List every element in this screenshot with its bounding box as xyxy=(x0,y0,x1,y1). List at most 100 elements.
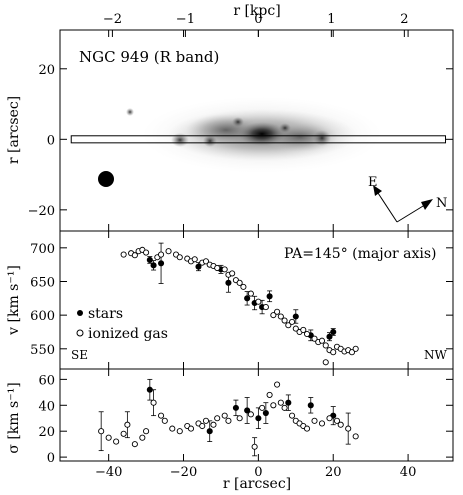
gas-point xyxy=(281,404,288,411)
gas-point xyxy=(274,381,281,388)
gas-point xyxy=(236,415,243,422)
slit-rectangle xyxy=(70,135,447,144)
gas-point xyxy=(274,308,281,315)
gas-point xyxy=(277,399,284,406)
gas-point xyxy=(176,254,183,261)
star-point xyxy=(150,262,157,269)
velocity-ylabel: v [km s⁻¹] xyxy=(6,265,22,336)
gas-point xyxy=(322,342,329,349)
top-axis-label: r [kpc] xyxy=(233,3,280,19)
legend-stars-marker xyxy=(77,310,83,316)
image-y-ticks: 20 0 −20 xyxy=(28,63,453,219)
top-axis-tick-label: −1 xyxy=(176,12,195,27)
gas-point xyxy=(161,417,168,424)
gas-point xyxy=(345,425,352,432)
gas-point xyxy=(292,325,299,332)
gas-point xyxy=(352,433,359,440)
gas-point xyxy=(247,290,254,297)
gas-point xyxy=(270,402,277,409)
gas-point xyxy=(318,420,326,427)
galaxy-image-panel: NGC 949 (R band) r [arcsec] 20 0 −20 E N xyxy=(6,48,453,223)
star-point xyxy=(232,404,239,411)
x-tick-label: 20 xyxy=(325,465,342,480)
gas-point xyxy=(113,438,120,445)
y-tick-label: 60 xyxy=(38,373,55,388)
gas-point xyxy=(124,421,131,428)
x-tick-label: −20 xyxy=(170,465,197,480)
gas-point xyxy=(247,411,254,418)
dispersion-panel: σ [km s⁻¹] 60 40 20 0 xyxy=(6,373,453,466)
legend-gas-marker xyxy=(76,329,84,337)
gas-point xyxy=(214,415,221,422)
star-point xyxy=(158,260,165,267)
gas-point xyxy=(176,428,183,435)
y-tick-label: 0 xyxy=(47,451,55,466)
gas-point xyxy=(348,349,355,356)
dispersion-y-ticks: 60 40 20 0 xyxy=(38,373,453,466)
top-axis-ticks: −2 −1 0 1 2 xyxy=(103,12,408,37)
image-y-tick-label: 0 xyxy=(47,133,55,148)
y-tick-label: 650 xyxy=(30,275,55,290)
gas-point xyxy=(225,417,232,424)
gas-point xyxy=(131,252,138,259)
y-tick-label: 600 xyxy=(30,309,55,324)
gas-point xyxy=(322,359,329,366)
gas-point xyxy=(210,421,217,428)
star-point xyxy=(326,333,333,340)
gas-point xyxy=(330,349,337,356)
gas-point xyxy=(266,391,273,398)
top-axis-tick-label: 2 xyxy=(400,12,408,27)
legend-gas-label: ionized gas xyxy=(88,326,168,342)
gas-point xyxy=(158,251,165,258)
velocity-annotation: PA=145° (major axis) xyxy=(284,246,437,262)
gas-point xyxy=(352,345,359,352)
y-tick-label: 550 xyxy=(30,343,55,358)
x-tick-label: 0 xyxy=(254,465,262,480)
image-title: NGC 949 (R band) xyxy=(79,48,219,66)
x-tick-label: 40 xyxy=(400,465,417,480)
gas-point xyxy=(165,248,172,255)
top-axis-tick-label: 1 xyxy=(327,12,335,27)
gas-point xyxy=(326,415,333,422)
gas-point xyxy=(221,266,228,273)
gas-point xyxy=(120,251,127,258)
gas-point xyxy=(150,399,157,406)
gas-point xyxy=(202,258,210,265)
velocity-marks xyxy=(120,242,359,366)
velocity-legend: stars ionized gas xyxy=(76,306,168,342)
image-y-tick-label: −20 xyxy=(28,204,55,219)
gas-point xyxy=(131,441,138,448)
gas-point xyxy=(143,249,150,256)
gas-point xyxy=(98,428,105,435)
gas-point xyxy=(120,430,127,437)
gas-point xyxy=(105,434,112,441)
star-point xyxy=(244,407,251,414)
gas-point xyxy=(281,317,288,324)
gas-point xyxy=(202,417,210,424)
corner-label-se: SE xyxy=(71,348,88,362)
gas-point xyxy=(221,412,228,419)
y-tick-label: 40 xyxy=(38,399,55,414)
gas-point xyxy=(270,312,277,319)
compass-east-label: E xyxy=(368,175,378,190)
galaxy-image xyxy=(98,97,382,187)
star-point xyxy=(330,328,337,336)
top-axis-tick-label: 0 xyxy=(254,12,262,27)
gas-point xyxy=(229,270,236,277)
gas-point xyxy=(236,279,243,286)
gas-point xyxy=(311,417,318,424)
gas-point xyxy=(259,404,266,411)
star-point xyxy=(285,399,292,406)
bottom-axis-ticks: −40 −20 0 20 40 xyxy=(95,30,416,480)
gas-point xyxy=(240,283,247,290)
corner-label-nw: NW xyxy=(424,348,448,362)
y-tick-label: 700 xyxy=(30,242,55,257)
velocity-panel: PA=145° (major axis) v [km s⁻¹] SE NW st… xyxy=(6,242,453,366)
star-point xyxy=(266,293,273,300)
star-point xyxy=(255,415,262,422)
star-point xyxy=(225,279,232,286)
velocity-y-ticks: 700 650 600 550 xyxy=(30,242,453,358)
gas-point xyxy=(199,422,206,430)
y-tick-label: 20 xyxy=(38,425,55,440)
